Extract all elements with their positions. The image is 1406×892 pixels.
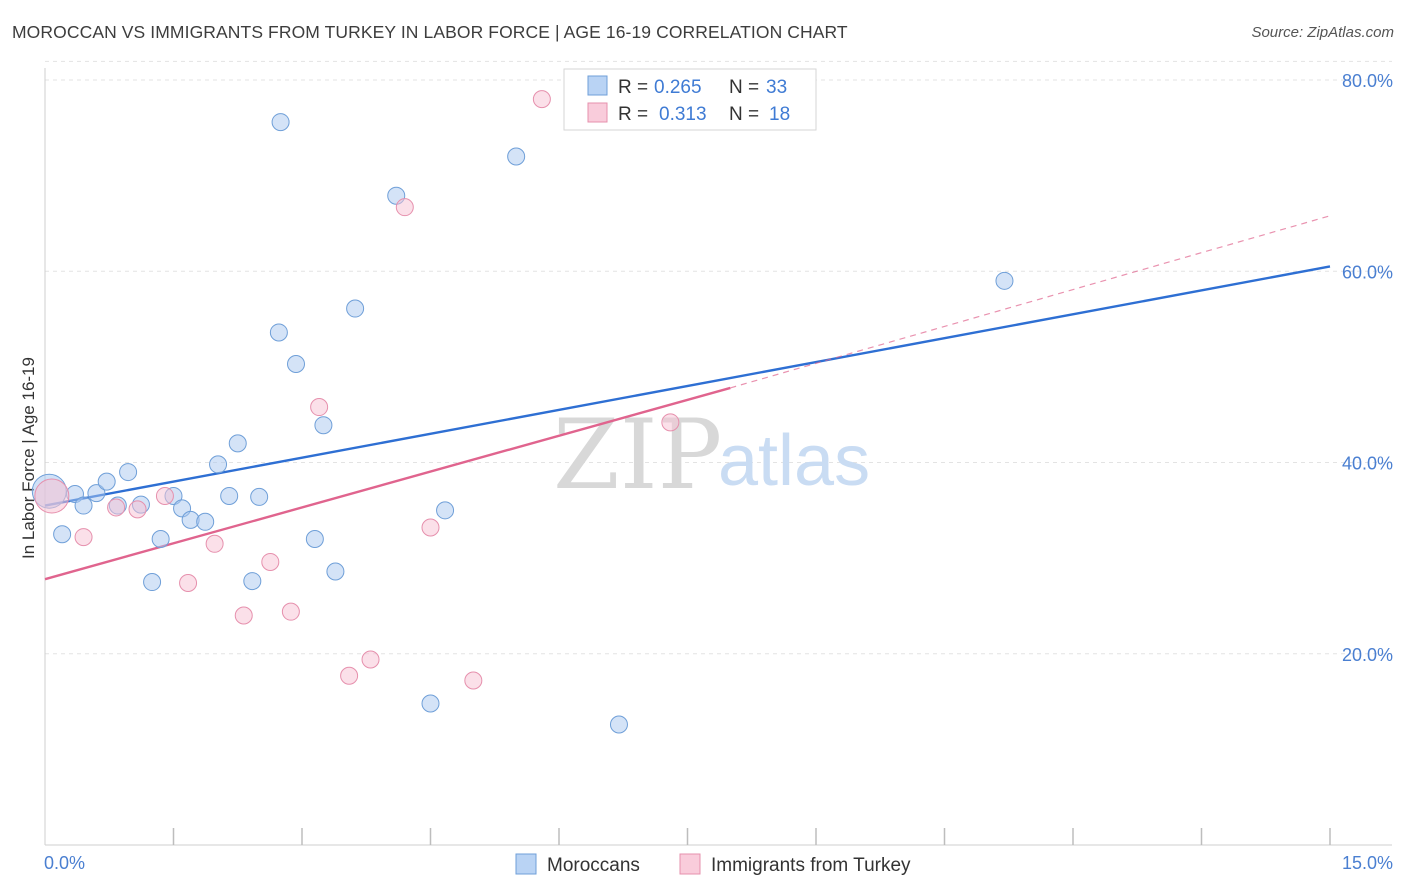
data-point-series-1 xyxy=(281,602,300,621)
data-point-series-1 xyxy=(310,398,329,417)
gridlines xyxy=(45,60,1392,655)
watermark-atlas: atlas xyxy=(718,421,870,501)
legend-r-label-moroccans: R = xyxy=(618,77,648,98)
data-point-series-0 xyxy=(250,487,269,506)
data-point-series-1 xyxy=(261,552,280,571)
data-point-series-0 xyxy=(228,434,247,453)
y-tick-label: 60.0% xyxy=(1342,262,1393,282)
legend-swatch-turkey xyxy=(679,853,701,875)
data-point-series-1 xyxy=(107,498,126,517)
y-tick-label: 20.0% xyxy=(1342,645,1393,665)
data-point-series-0 xyxy=(151,530,170,548)
data-point-series-1 xyxy=(34,478,70,514)
legend-r-label-turkey: R = xyxy=(618,104,648,125)
trend-lines xyxy=(44,215,1331,581)
data-point-series-1 xyxy=(532,90,551,109)
legend-n-value-moroccans: 33 xyxy=(766,77,787,98)
x-ticks xyxy=(172,828,1331,845)
data-point-series-0 xyxy=(220,486,239,505)
legend-stats-swatch-moroccans xyxy=(587,75,608,96)
y-tick-label: 80.0% xyxy=(1342,71,1393,91)
legend-label-moroccans: Moroccans xyxy=(547,855,640,876)
data-point-series-0 xyxy=(143,573,162,592)
data-point-series-0 xyxy=(314,416,333,435)
legend-r-value-turkey: 0.313 xyxy=(659,104,707,125)
watermark-zip: ZIP xyxy=(553,399,722,511)
data-point-series-0 xyxy=(119,463,138,482)
x-tick-min-label: 0.0% xyxy=(44,853,85,873)
legend-series: Moroccans Immigrants from Turkey xyxy=(515,853,911,876)
data-point-series-0 xyxy=(346,299,365,318)
data-point-series-0 xyxy=(609,715,628,734)
data-point-series-0 xyxy=(209,455,228,474)
data-point-series-0 xyxy=(196,512,215,531)
legend-r-value-moroccans: 0.265 xyxy=(654,77,702,98)
data-point-series-0 xyxy=(421,694,440,713)
data-point-series-0 xyxy=(436,501,455,520)
data-point-series-0 xyxy=(243,572,262,591)
data-point-series-0 xyxy=(995,271,1014,290)
data-point-series-1 xyxy=(361,650,380,669)
data-point-series-0 xyxy=(271,113,290,132)
data-point-series-1 xyxy=(128,500,147,519)
y-axis-label: In Labor Force | Age 16-19 xyxy=(19,357,38,559)
legend-n-label-moroccans: N = xyxy=(729,77,759,98)
data-point-series-1 xyxy=(179,573,198,592)
data-point-series-0 xyxy=(326,562,345,581)
chart-title: MOROCCAN VS IMMIGRANTS FROM TURKEY IN LA… xyxy=(12,22,848,42)
data-point-series-1 xyxy=(155,486,174,505)
data-point-series-1 xyxy=(661,413,680,432)
trend-line-extension-series-1 xyxy=(730,215,1331,389)
data-point-series-0 xyxy=(97,472,116,491)
data-points xyxy=(31,90,1014,734)
legend-label-turkey: Immigrants from Turkey xyxy=(711,855,911,876)
axes xyxy=(44,68,1392,846)
data-point-series-1 xyxy=(205,534,224,553)
source-credit: Source: ZipAtlas.com xyxy=(1251,24,1394,41)
data-point-series-0 xyxy=(507,147,526,166)
x-tick-max-label: 15.0% xyxy=(1342,853,1393,873)
data-point-series-1 xyxy=(340,666,359,685)
data-point-series-1 xyxy=(395,198,414,217)
legend-n-value-turkey: 18 xyxy=(769,104,790,125)
legend-stats-swatch-turkey xyxy=(587,102,608,123)
legend-stats-box: R = 0.265 N = 33 R = 0.313 N = 18 xyxy=(563,68,817,131)
data-point-series-0 xyxy=(87,484,106,503)
data-point-series-0 xyxy=(74,496,93,515)
data-point-series-0 xyxy=(53,525,72,544)
data-point-series-0 xyxy=(269,323,288,342)
watermark: ZIP atlas xyxy=(553,399,870,511)
y-tick-label: 40.0% xyxy=(1342,454,1393,474)
y-tick-labels: 20.0% 40.0% 60.0% 80.0% xyxy=(1342,71,1393,665)
legend-swatch-moroccans xyxy=(515,853,537,875)
data-point-series-0 xyxy=(287,355,306,374)
data-point-series-0 xyxy=(305,530,324,548)
data-point-series-1 xyxy=(421,518,440,537)
data-point-series-1 xyxy=(74,528,93,547)
data-point-series-1 xyxy=(464,671,483,690)
legend-n-label-turkey: N = xyxy=(729,104,759,125)
data-point-series-1 xyxy=(234,606,253,625)
trend-line-series-0 xyxy=(44,265,1331,507)
